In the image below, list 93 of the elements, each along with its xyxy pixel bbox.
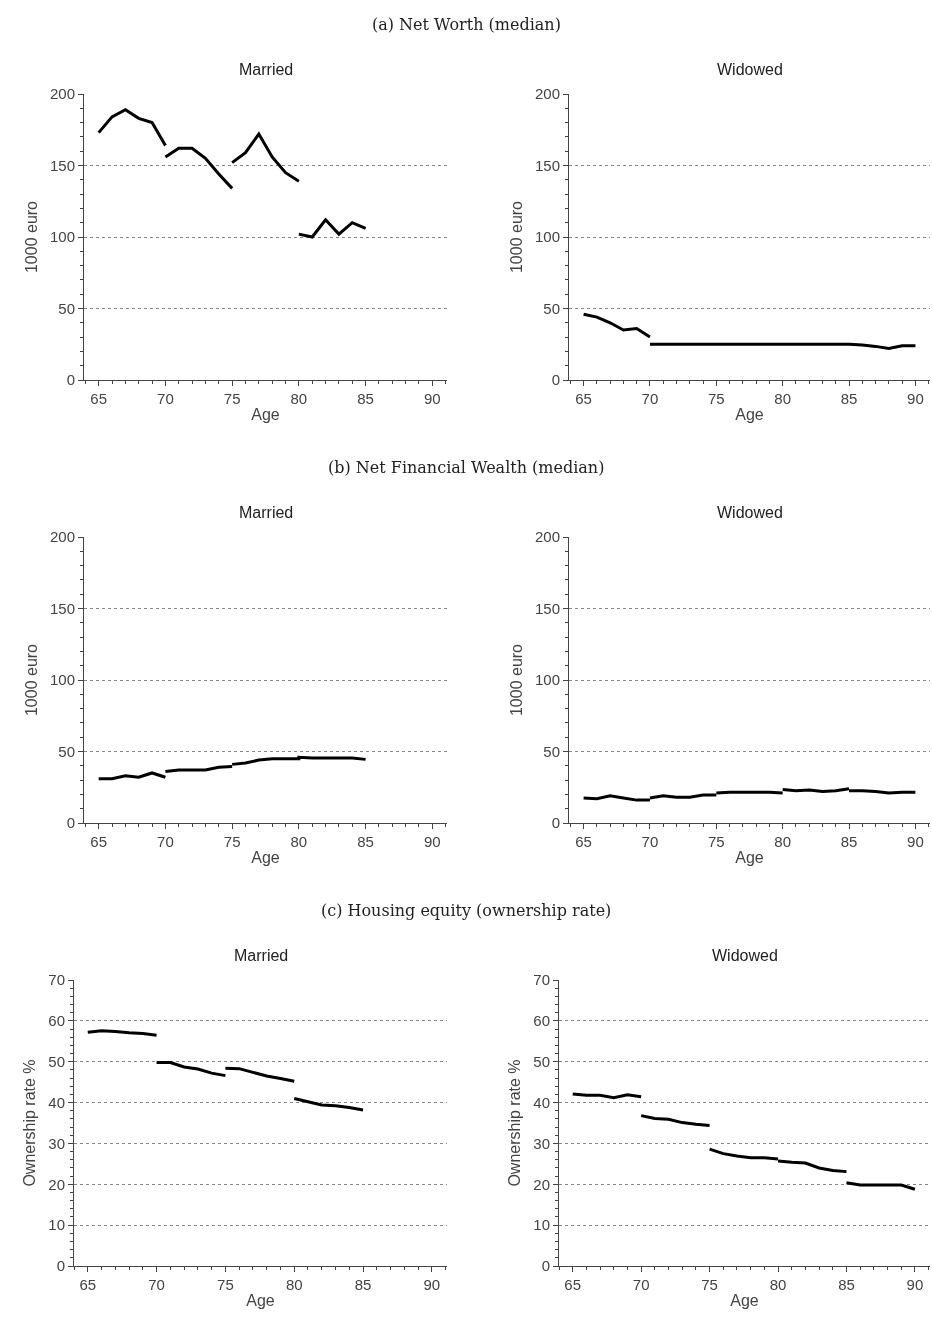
x-tick-label: 75: [217, 1276, 234, 1293]
y-tick-label: 10: [533, 1216, 550, 1234]
y-tick-label: 150: [534, 156, 560, 174]
text: (b) Net Financial Wealth (median): [328, 458, 605, 477]
y-tick-label: 200: [49, 528, 75, 546]
x-tick-label: 65: [564, 1276, 582, 1293]
y-tick-label: 200: [49, 85, 75, 103]
x-axis-title: Age: [251, 405, 280, 423]
y-tick-label: 150: [534, 599, 560, 617]
y-tick-label: 200: [534, 85, 560, 103]
y-tick-label: 50: [58, 742, 75, 760]
x-tick-label: 80: [290, 390, 308, 407]
y-axis-title: Ownership rate %: [21, 1059, 39, 1187]
chart-title: Widowed: [717, 61, 783, 78]
y-axis-title: Ownership rate %: [506, 1059, 524, 1187]
x-tick-label: 85: [840, 833, 858, 850]
y-tick-label: 30: [533, 1134, 550, 1152]
y-tick-label: 0: [66, 371, 75, 389]
x-tick-label: 65: [90, 833, 108, 850]
x-axis-title: Age: [246, 1291, 275, 1309]
y-tick-label: 50: [533, 1052, 550, 1070]
x-axis-title: Age: [735, 405, 764, 423]
y-tick-label: 20: [533, 1175, 550, 1193]
x-tick-label: 85: [838, 1276, 855, 1293]
x-tick-label: 70: [157, 390, 174, 407]
y-tick-label: 20: [48, 1175, 65, 1193]
x-tick-label: 85: [354, 1276, 372, 1293]
text: (a) Net Worth (median): [372, 15, 561, 34]
x-tick-label: 75: [701, 1276, 718, 1293]
y-tick-label: 40: [48, 1093, 65, 1111]
y-tick-label: 70: [533, 971, 550, 989]
x-tick-label: 90: [423, 833, 441, 850]
text: (c) Housing equity (ownership rate): [321, 901, 612, 920]
y-tick-label: 30: [48, 1134, 65, 1152]
y-axis-title: 1000 euro: [22, 643, 40, 717]
x-axis-title: Age: [251, 848, 280, 866]
y-tick-label: 100: [534, 671, 560, 689]
x-tick-label: 75: [223, 833, 241, 850]
x-tick-label: 70: [641, 390, 659, 407]
x-tick-label: 70: [148, 1276, 165, 1293]
y-axis-title: 1000 euro: [507, 200, 525, 274]
y-tick-label: 0: [551, 814, 560, 832]
y-tick-label: 10: [48, 1216, 65, 1234]
x-tick-label: 80: [285, 1276, 303, 1293]
y-tick-label: 100: [49, 671, 75, 689]
y-tick-label: 60: [48, 1012, 65, 1030]
chart-title: Widowed: [712, 947, 778, 964]
x-tick-label: 75: [707, 833, 725, 850]
y-tick-label: 50: [58, 299, 75, 317]
y-tick-label: 0: [56, 1257, 65, 1275]
y-tick-label: 0: [551, 371, 560, 389]
x-tick-label: 80: [290, 833, 308, 850]
x-tick-label: 90: [906, 1276, 924, 1293]
y-tick-label: 200: [534, 528, 560, 546]
x-tick-label: 90: [423, 390, 441, 407]
y-tick-label: 40: [533, 1093, 550, 1111]
y-tick-label: 0: [541, 1257, 550, 1275]
x-tick-label: 65: [575, 833, 592, 850]
y-tick-label: 50: [543, 299, 560, 317]
chart-title: Married: [239, 504, 294, 521]
x-tick-label: 90: [423, 1276, 441, 1293]
x-tick-label: 90: [907, 833, 924, 850]
x-tick-label: 70: [632, 1276, 650, 1293]
y-axis-title: 1000 euro: [22, 200, 40, 274]
chart-title: Married: [239, 61, 294, 78]
y-tick-label: 0: [66, 814, 75, 832]
x-axis-title: Age: [730, 1291, 759, 1309]
x-tick-label: 75: [223, 390, 241, 407]
x-tick-label: 65: [79, 1276, 97, 1293]
y-tick-label: 70: [48, 971, 65, 989]
y-tick-label: 150: [49, 156, 75, 174]
x-tick-label: 70: [157, 833, 174, 850]
y-tick-label: 100: [49, 228, 75, 246]
x-tick-label: 90: [907, 390, 924, 407]
x-tick-label: 85: [357, 390, 374, 407]
x-tick-label: 65: [575, 390, 592, 407]
y-tick-label: 150: [49, 599, 75, 617]
x-tick-label: 75: [707, 390, 725, 407]
x-tick-label: 85: [357, 833, 374, 850]
y-tick-label: 50: [543, 742, 560, 760]
y-tick-label: 60: [533, 1012, 550, 1030]
y-axis-title: 1000 euro: [507, 643, 525, 717]
x-tick-label: 80: [774, 833, 792, 850]
x-tick-label: 65: [90, 390, 108, 407]
x-tick-label: 80: [774, 390, 792, 407]
chart-title: Married: [234, 947, 289, 964]
x-tick-label: 85: [840, 390, 858, 407]
x-tick-label: 70: [641, 833, 659, 850]
chart-title: Widowed: [717, 504, 783, 521]
x-tick-label: 80: [769, 1276, 787, 1293]
y-tick-label: 100: [534, 228, 560, 246]
x-axis-title: Age: [735, 848, 764, 866]
y-tick-label: 50: [48, 1052, 65, 1070]
